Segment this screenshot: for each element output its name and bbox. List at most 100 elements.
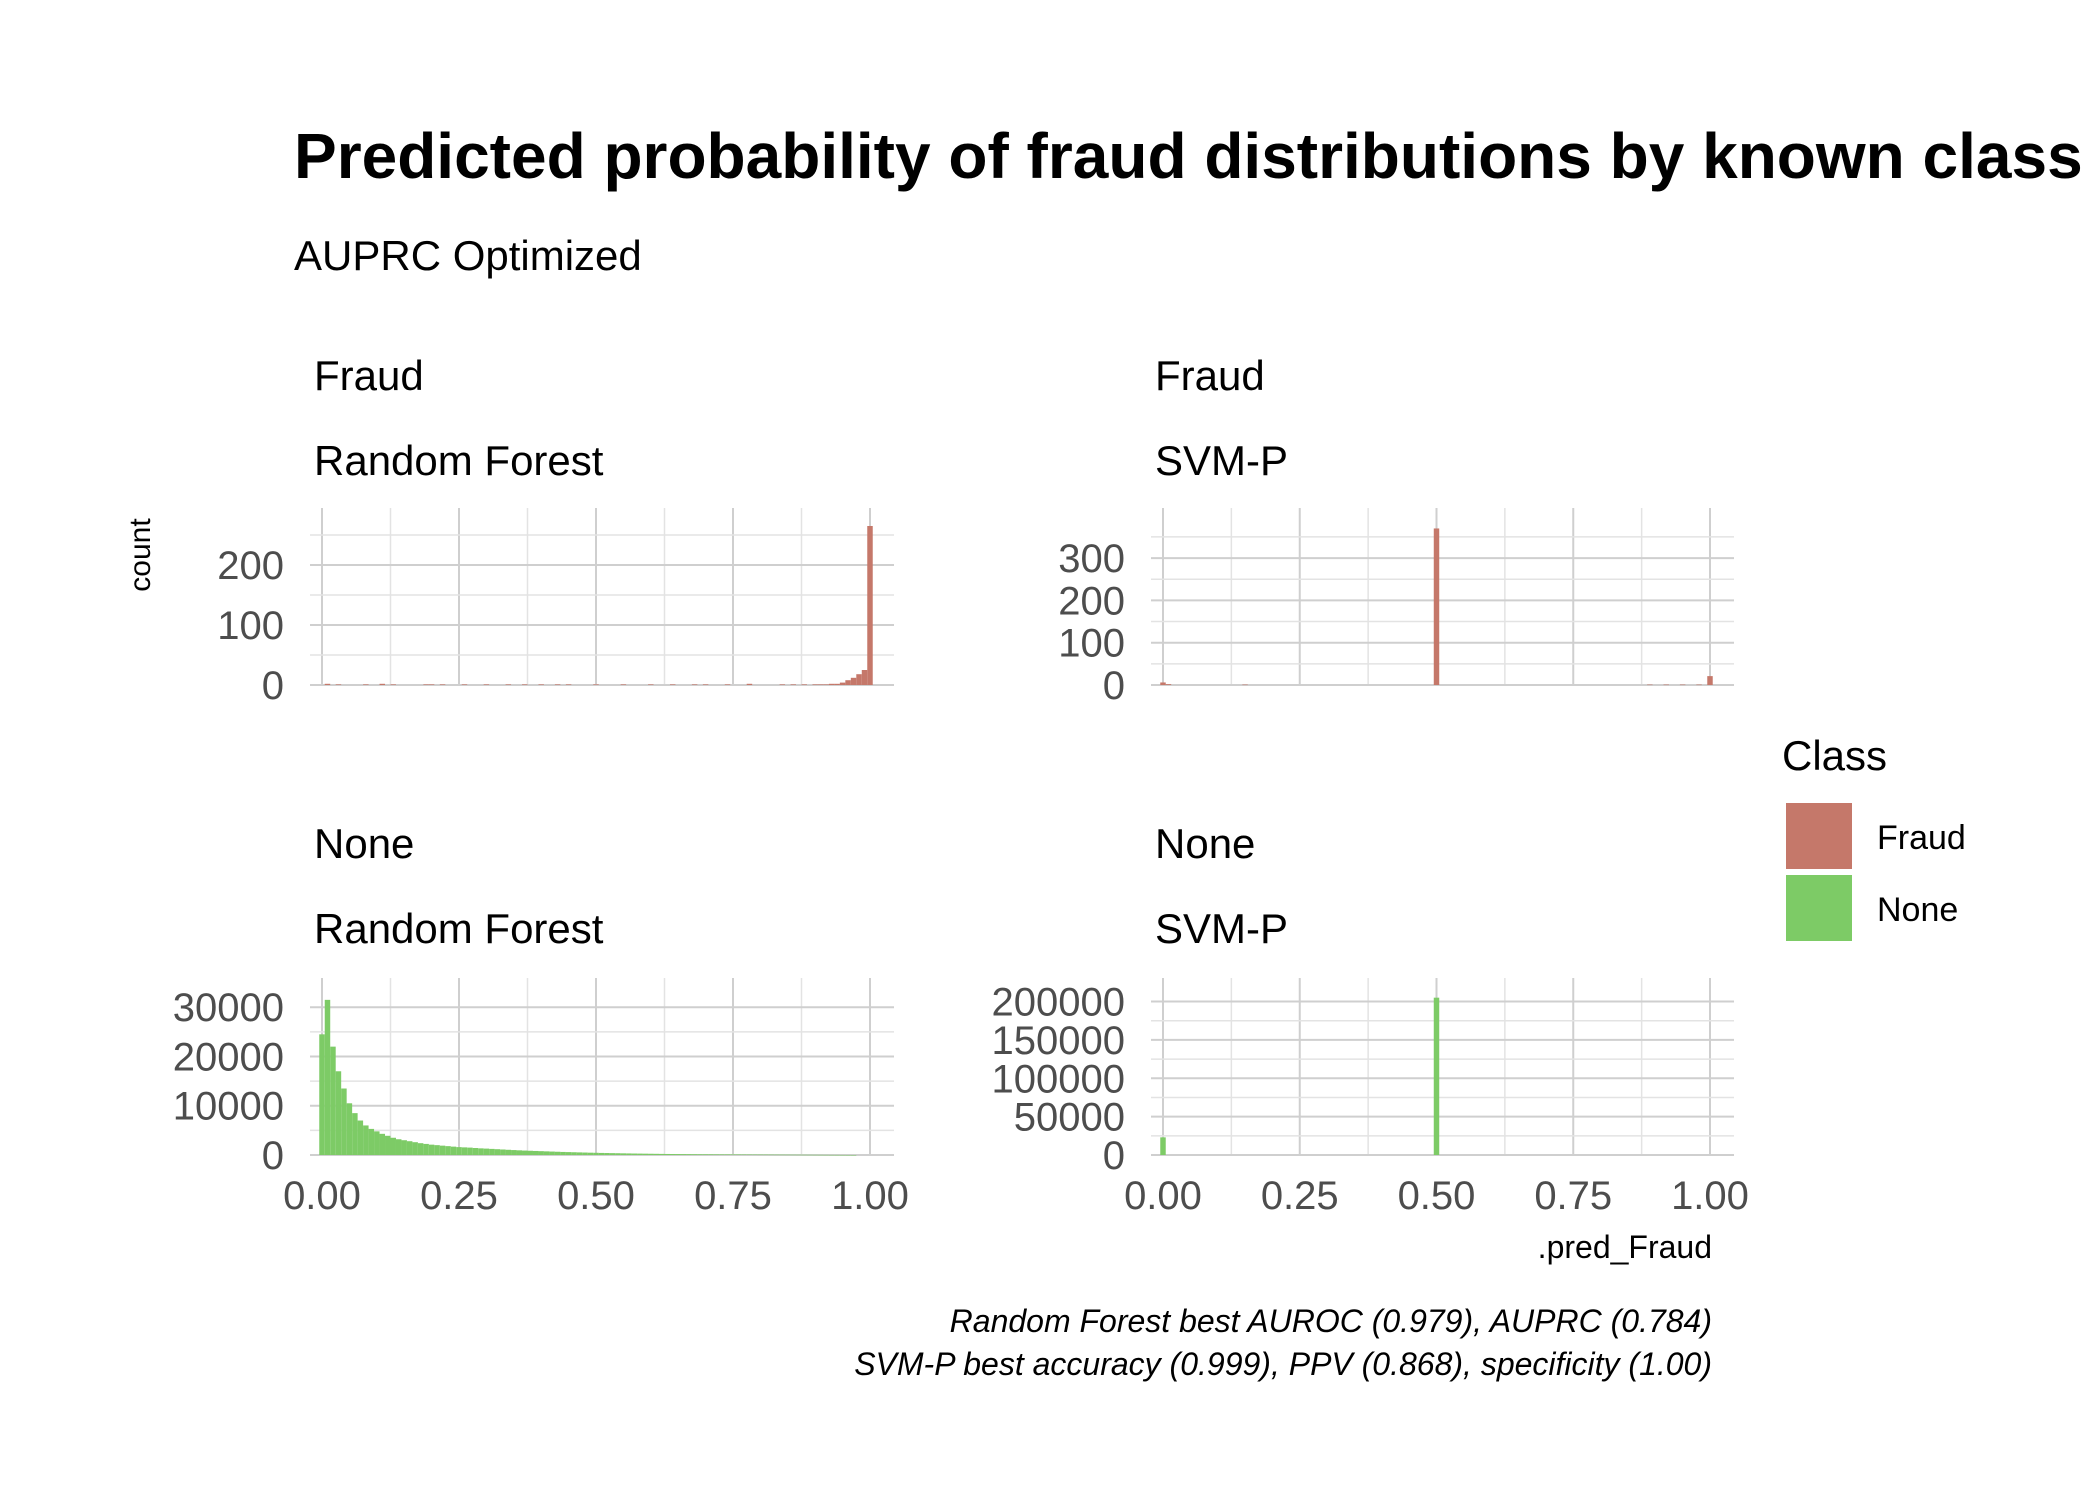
legend-label-fraud: Fraud [1877, 819, 1966, 857]
histogram-bar [423, 1143, 429, 1155]
histogram-bar [587, 1152, 594, 1155]
histogram-bar [850, 1154, 857, 1156]
histogram-bar [368, 1128, 375, 1155]
histogram-bar [450, 1146, 457, 1155]
histogram-bar [669, 684, 676, 685]
histogram-bar [439, 1145, 446, 1155]
y-tick-label: 200000 [992, 981, 1125, 1025]
histogram-bar [461, 684, 468, 685]
histogram-bar [702, 1154, 709, 1155]
histogram-bar [554, 1151, 561, 1155]
histogram-bar [790, 684, 797, 685]
histogram-bar [719, 1154, 725, 1155]
histogram-bar [768, 1154, 775, 1156]
histogram-bar [615, 1153, 621, 1155]
histogram-bar [593, 1152, 599, 1155]
histogram-bar [385, 1135, 391, 1155]
histogram-bar [604, 1153, 610, 1155]
histogram-bar [423, 684, 429, 685]
histogram-bar [412, 1142, 418, 1155]
histogram-bar [680, 1154, 687, 1155]
histogram-bar [828, 683, 835, 685]
histogram-bar [1165, 684, 1172, 685]
histogram-bar [675, 1154, 681, 1155]
histogram-bar [576, 1152, 583, 1155]
histogram-bar [686, 1154, 692, 1155]
histogram-bar [801, 684, 807, 685]
histogram-bar [850, 677, 857, 685]
histogram-bar [352, 1113, 358, 1155]
histogram-bar [790, 1154, 797, 1156]
histogram-bar [445, 1146, 451, 1155]
histogram-bar [746, 683, 753, 685]
facet-strip-model: SVM-P [1155, 905, 1288, 952]
histogram-bar [505, 684, 512, 685]
histogram-bar [456, 1147, 462, 1155]
caption-line-1: Random Forest best AUROC (0.979), AUPRC … [950, 1303, 1712, 1339]
x-axis-label: .pred_Fraud [1538, 1229, 1712, 1265]
histogram-bar [1679, 684, 1686, 686]
histogram-bar [839, 682, 846, 685]
histogram-bar [620, 684, 627, 685]
x-tick-label: 1.00 [1671, 1174, 1749, 1218]
histogram-bar [779, 684, 786, 685]
caption-line-2: SVM-P best accuracy (0.999), PPV (0.868)… [854, 1346, 1712, 1382]
y-tick-label: 100 [1058, 622, 1125, 666]
histogram-bar [379, 1133, 386, 1155]
histogram-bar [861, 670, 868, 685]
histogram-bar [1433, 528, 1440, 685]
histogram-bar [626, 1153, 632, 1155]
facet-strip-model: SVM-P [1155, 437, 1288, 484]
histogram-bar [1160, 682, 1166, 685]
histogram-bar [1242, 684, 1248, 686]
histogram-bar [461, 1147, 468, 1155]
histogram-bar [856, 674, 862, 685]
histogram-bar [434, 1145, 440, 1155]
legend-key-none [1786, 875, 1852, 941]
histogram-bar [774, 1154, 780, 1156]
histogram-bar [801, 1154, 807, 1156]
histogram-bar [746, 1154, 753, 1156]
histogram-bar [724, 684, 731, 685]
histogram-bar [631, 1153, 638, 1155]
histogram-bar [779, 1154, 786, 1156]
histogram-bar [834, 1154, 840, 1156]
histogram-bar [620, 1153, 627, 1155]
histogram-bar [439, 684, 446, 685]
chart-title: Predicted probability of fraud distribut… [294, 120, 2083, 192]
y-tick-label: 100 [217, 604, 284, 648]
histogram-bar [1433, 997, 1440, 1155]
histogram-bar [374, 1131, 380, 1155]
histogram-bar [752, 1154, 758, 1156]
histogram-bar [543, 1151, 550, 1155]
histogram-bar [417, 1143, 424, 1155]
histogram-bar [839, 1154, 846, 1156]
histogram-bar [346, 1103, 353, 1155]
histogram-bar [379, 683, 386, 685]
y-tick-label: 0 [262, 1134, 284, 1178]
histogram-bar [538, 1151, 544, 1155]
histogram-bar [532, 1150, 539, 1155]
histogram-bar [1707, 676, 1713, 685]
histogram-bar [724, 1154, 731, 1155]
legend-key-fraud [1786, 803, 1852, 869]
histogram-bar [1696, 684, 1702, 686]
histogram-bar [828, 1154, 835, 1156]
histogram-bar [472, 1148, 479, 1155]
y-tick-label: 50000 [1014, 1096, 1125, 1140]
facet-top-left: Fraud Random Forest 0 100 200 [217, 352, 894, 708]
y-tick-label: 200 [1058, 579, 1125, 623]
histogram-bar [796, 1154, 802, 1156]
x-tick-label: 0.50 [557, 1174, 635, 1218]
histogram-bar [867, 526, 873, 685]
x-tick-label: 0.75 [1534, 1174, 1612, 1218]
y-tick-label: 100000 [992, 1057, 1125, 1101]
histogram-bar [505, 1149, 512, 1155]
histogram-bar [845, 680, 851, 685]
histogram-bar [565, 1152, 572, 1155]
histogram-bar [806, 1154, 813, 1156]
histogram-bar [817, 684, 824, 685]
histogram-bar [428, 684, 435, 685]
histogram-bar [516, 1150, 523, 1155]
histogram-bar [406, 1141, 413, 1155]
